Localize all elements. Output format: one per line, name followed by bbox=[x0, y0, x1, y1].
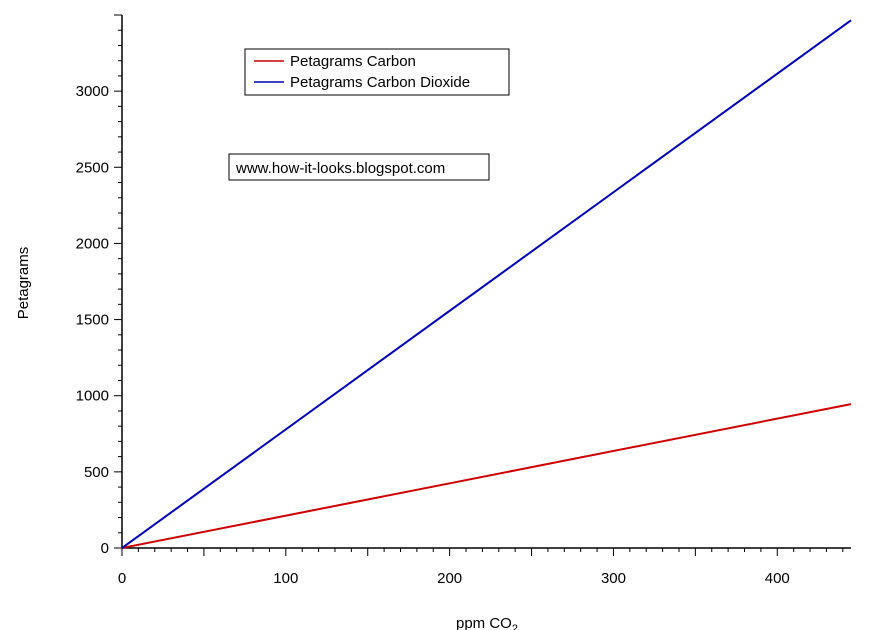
legend-label-co2: Petagrams Carbon Dioxide bbox=[290, 74, 470, 91]
x-axis: 0 100 200 300 400 bbox=[118, 547, 851, 587]
watermark: www.how-it-looks.blogspot.com bbox=[228, 153, 490, 181]
y-tick-label: 0 bbox=[101, 540, 109, 557]
x-axis-title: ppm CO2 bbox=[456, 615, 518, 630]
y-tick-label: 3000 bbox=[76, 83, 109, 100]
x-tick-label: 0 bbox=[118, 570, 126, 587]
watermark-box bbox=[228, 153, 490, 181]
x-axis-title-main: ppm CO bbox=[456, 615, 512, 630]
series-layer bbox=[121, 19, 852, 549]
y-tick-label: 2000 bbox=[76, 235, 109, 252]
series-line-carbon bbox=[121, 403, 852, 549]
y-tick-label: 1000 bbox=[76, 388, 109, 405]
y-tick-label: 2500 bbox=[76, 159, 109, 176]
legend: Petagrams Carbon Petagrams Carbon Dioxid… bbox=[244, 48, 510, 96]
y-tick-label: 1500 bbox=[76, 312, 109, 329]
y-axis: 0 500 1000 1500 2000 2500 3000 bbox=[76, 14, 123, 557]
series-line-carbon-dioxide bbox=[121, 19, 852, 549]
legend-label-carbon: Petagrams Carbon bbox=[290, 53, 416, 70]
watermark-text: www.how-it-looks.blogspot.com bbox=[235, 160, 445, 177]
y-tick-label: 500 bbox=[84, 464, 109, 481]
x-tick-label: 400 bbox=[765, 570, 790, 587]
x-tick-label: 300 bbox=[601, 570, 626, 587]
y-axis-title: Petagrams bbox=[15, 247, 32, 320]
legend-box bbox=[244, 48, 510, 96]
x-tick-label: 100 bbox=[273, 570, 298, 587]
x-tick-label: 200 bbox=[437, 570, 462, 587]
x-axis-title-subscript: 2 bbox=[512, 623, 518, 630]
